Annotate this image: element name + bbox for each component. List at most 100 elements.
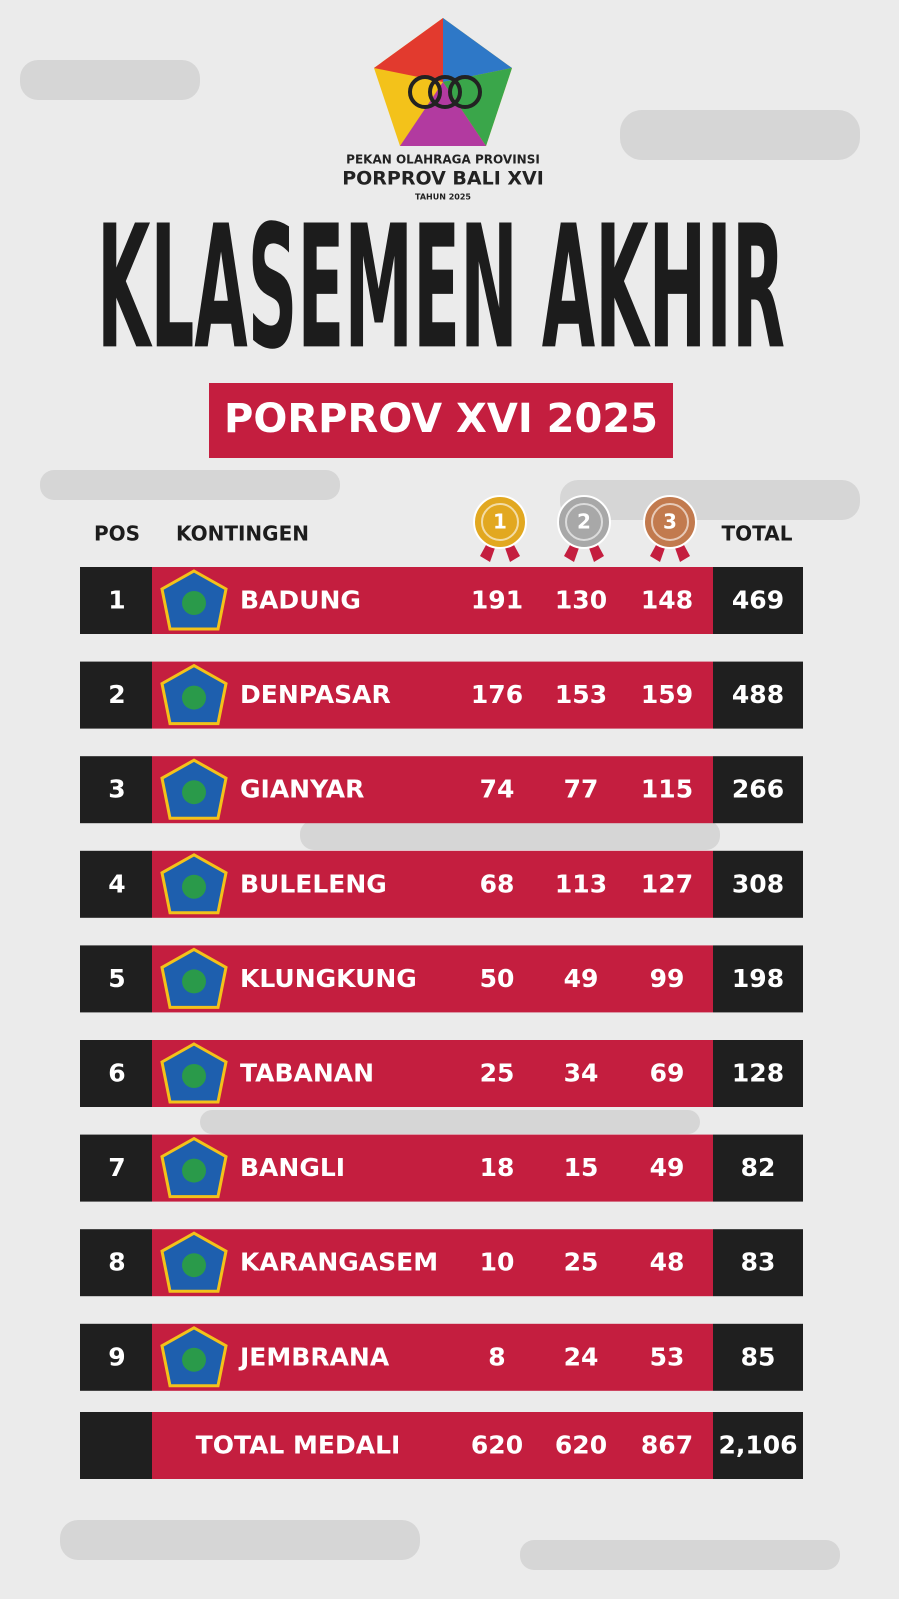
medal-ribbon xyxy=(588,545,604,562)
row-band xyxy=(152,1323,713,1391)
event-logo xyxy=(374,18,512,146)
medal-count: 113 xyxy=(555,869,607,898)
row-band xyxy=(152,756,713,824)
position: 7 xyxy=(108,1153,125,1182)
pos-cell xyxy=(80,1040,152,1107)
total-count: 488 xyxy=(732,680,784,709)
pos-cell xyxy=(80,756,152,824)
contingent-name: KLUNGKUNG xyxy=(240,964,417,993)
medal-ribbon xyxy=(504,545,520,562)
medal-count: 99 xyxy=(650,964,685,993)
position: 3 xyxy=(108,775,125,804)
position: 5 xyxy=(108,964,125,993)
regency-emblem-detail xyxy=(182,1158,206,1183)
contingent-name: BANGLI xyxy=(240,1153,345,1182)
total-count: 85 xyxy=(741,1342,776,1371)
logo-line: PORPROV BALI XVI xyxy=(342,168,544,190)
medal-inner xyxy=(651,503,689,541)
regency-emblem-detail xyxy=(182,780,206,805)
medal-count: 49 xyxy=(650,1153,685,1182)
row-band xyxy=(152,945,713,1013)
medal-count: 49 xyxy=(564,964,599,993)
row-band xyxy=(152,661,713,729)
pos-cell xyxy=(80,567,152,634)
contingent-name: TABANAN xyxy=(240,1059,374,1088)
medal-count: 68 xyxy=(480,869,515,898)
contingent-name: GIANYAR xyxy=(240,775,364,804)
medal-label: 1 xyxy=(493,510,507,534)
medal-count: 867 xyxy=(641,1431,693,1460)
medal-count: 48 xyxy=(650,1248,685,1277)
row-band xyxy=(152,1412,713,1479)
contingent-name: DENPASAR xyxy=(240,680,391,709)
contingent-name: KARANGASEM xyxy=(240,1248,438,1277)
total-cell xyxy=(713,1040,803,1107)
medal-count: 148 xyxy=(641,586,693,615)
column-header: POS xyxy=(94,522,140,546)
medal-count: 191 xyxy=(471,586,523,615)
total-cell xyxy=(713,1134,803,1202)
total-count: 266 xyxy=(732,775,784,804)
medal-count: 153 xyxy=(555,680,607,709)
total-count: 308 xyxy=(732,869,784,898)
medal-count: 127 xyxy=(641,869,693,898)
total-count: 128 xyxy=(732,1059,784,1088)
total-count: 82 xyxy=(741,1153,776,1182)
medal-count: 53 xyxy=(650,1342,685,1371)
position: 4 xyxy=(108,869,125,898)
pos-cell xyxy=(80,850,152,918)
row-band xyxy=(152,1229,713,1297)
medal-count: 24 xyxy=(564,1342,599,1371)
row-band xyxy=(152,850,713,918)
logo-line: PEKAN OLAHRAGA PROVINSI xyxy=(346,153,540,167)
total-cell xyxy=(713,661,803,729)
footer-label: TOTAL MEDALI xyxy=(196,1431,401,1460)
total-cell xyxy=(713,850,803,918)
logo-line: TAHUN 2025 xyxy=(415,193,471,202)
title: KLASEMEN AKHIR xyxy=(97,189,785,387)
medal-count: 8 xyxy=(488,1342,505,1371)
total-count: 2,106 xyxy=(718,1431,797,1460)
medal-ribbon xyxy=(650,545,666,562)
medal-ribbon xyxy=(674,545,690,562)
regency-emblem-detail xyxy=(182,1253,206,1278)
contingent-name: JEMBRANA xyxy=(238,1342,390,1371)
medal-count: 15 xyxy=(564,1153,599,1182)
medal-count: 10 xyxy=(480,1248,515,1277)
pos-cell xyxy=(80,1229,152,1297)
medal-inner xyxy=(565,503,603,541)
position: 2 xyxy=(108,680,125,709)
medal-label: 2 xyxy=(577,510,591,534)
medal-count: 25 xyxy=(564,1248,599,1277)
medal-count: 115 xyxy=(641,775,693,804)
medal-count: 34 xyxy=(564,1059,599,1088)
column-header: KONTINGEN xyxy=(176,522,309,546)
total-cell xyxy=(713,756,803,824)
regency-emblem-detail xyxy=(182,1064,206,1088)
position: 1 xyxy=(108,586,125,615)
row-band xyxy=(152,567,713,634)
medal-count: 74 xyxy=(480,775,515,804)
medal-ribbon xyxy=(564,545,580,562)
pos-cell xyxy=(80,661,152,729)
subtitle: PORPROV XVI 2025 xyxy=(224,396,658,442)
contingent-name: BULELENG xyxy=(240,869,387,898)
total-cell xyxy=(713,945,803,1013)
medal-count: 620 xyxy=(555,1431,607,1460)
total-count: 83 xyxy=(741,1248,776,1277)
regency-emblem-detail xyxy=(182,685,206,710)
total-cell xyxy=(713,1229,803,1297)
pos-cell xyxy=(80,1323,152,1391)
pos-cell xyxy=(80,1134,152,1202)
total-cell xyxy=(713,1412,803,1479)
pos-cell xyxy=(80,1412,152,1479)
medal-count: 18 xyxy=(480,1153,515,1182)
medal-count: 130 xyxy=(555,586,607,615)
position: 9 xyxy=(108,1342,125,1371)
medal-count: 176 xyxy=(471,680,523,709)
regency-emblem-detail xyxy=(182,969,206,994)
contingent-name: BADUNG xyxy=(240,586,361,615)
medal-count: 50 xyxy=(480,964,515,993)
